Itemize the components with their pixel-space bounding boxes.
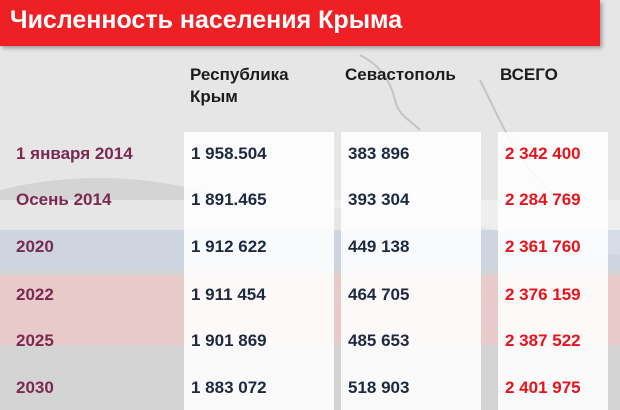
row-period: Осень 2014: [16, 190, 112, 209]
column-header-sevastopol: Севастополь: [345, 65, 456, 84]
column-panel-region: [184, 132, 334, 410]
cell-region: 1 891.465: [191, 190, 267, 209]
cell-region: 1 901 869: [191, 331, 267, 350]
cell-total: 2 376 159: [505, 285, 581, 304]
cell-sevastopol: 518 903: [348, 378, 410, 397]
column-header-region: Республика Крым: [190, 65, 289, 106]
row-period: 1 января 2014: [16, 144, 133, 163]
cell-region: 1 912 622: [191, 237, 267, 256]
cell-sevastopol: 449 138: [348, 237, 410, 256]
cell-total: 2 361 760: [505, 237, 581, 256]
column-panel-sevastopol: [341, 132, 481, 410]
cell-sevastopol: 393 304: [348, 190, 410, 209]
column-header-total: ВСЕГО: [500, 65, 558, 84]
column-panel-total: [498, 132, 608, 410]
cell-sevastopol: 464 705: [348, 285, 410, 304]
cell-total: 2 387 522: [505, 331, 581, 350]
cell-region: 1 958.504: [191, 144, 267, 163]
cell-region: 1 911 454: [191, 285, 266, 304]
row-period: 2030: [16, 378, 54, 397]
chart-title: Численность населения Крыма: [10, 6, 403, 34]
cell-sevastopol: 485 653: [348, 331, 410, 350]
row-period: 2020: [16, 237, 54, 256]
cell-total: 2 284 769: [505, 190, 581, 209]
cell-total: 2 342 400: [505, 144, 581, 163]
row-period: 2022: [16, 285, 54, 304]
cell-total: 2 401 975: [505, 378, 581, 397]
title-bar: Численность населения Крыма: [0, 0, 600, 46]
cell-region: 1 883 072: [191, 378, 267, 397]
row-period: 2025: [16, 331, 54, 350]
cell-sevastopol: 383 896: [348, 144, 410, 163]
